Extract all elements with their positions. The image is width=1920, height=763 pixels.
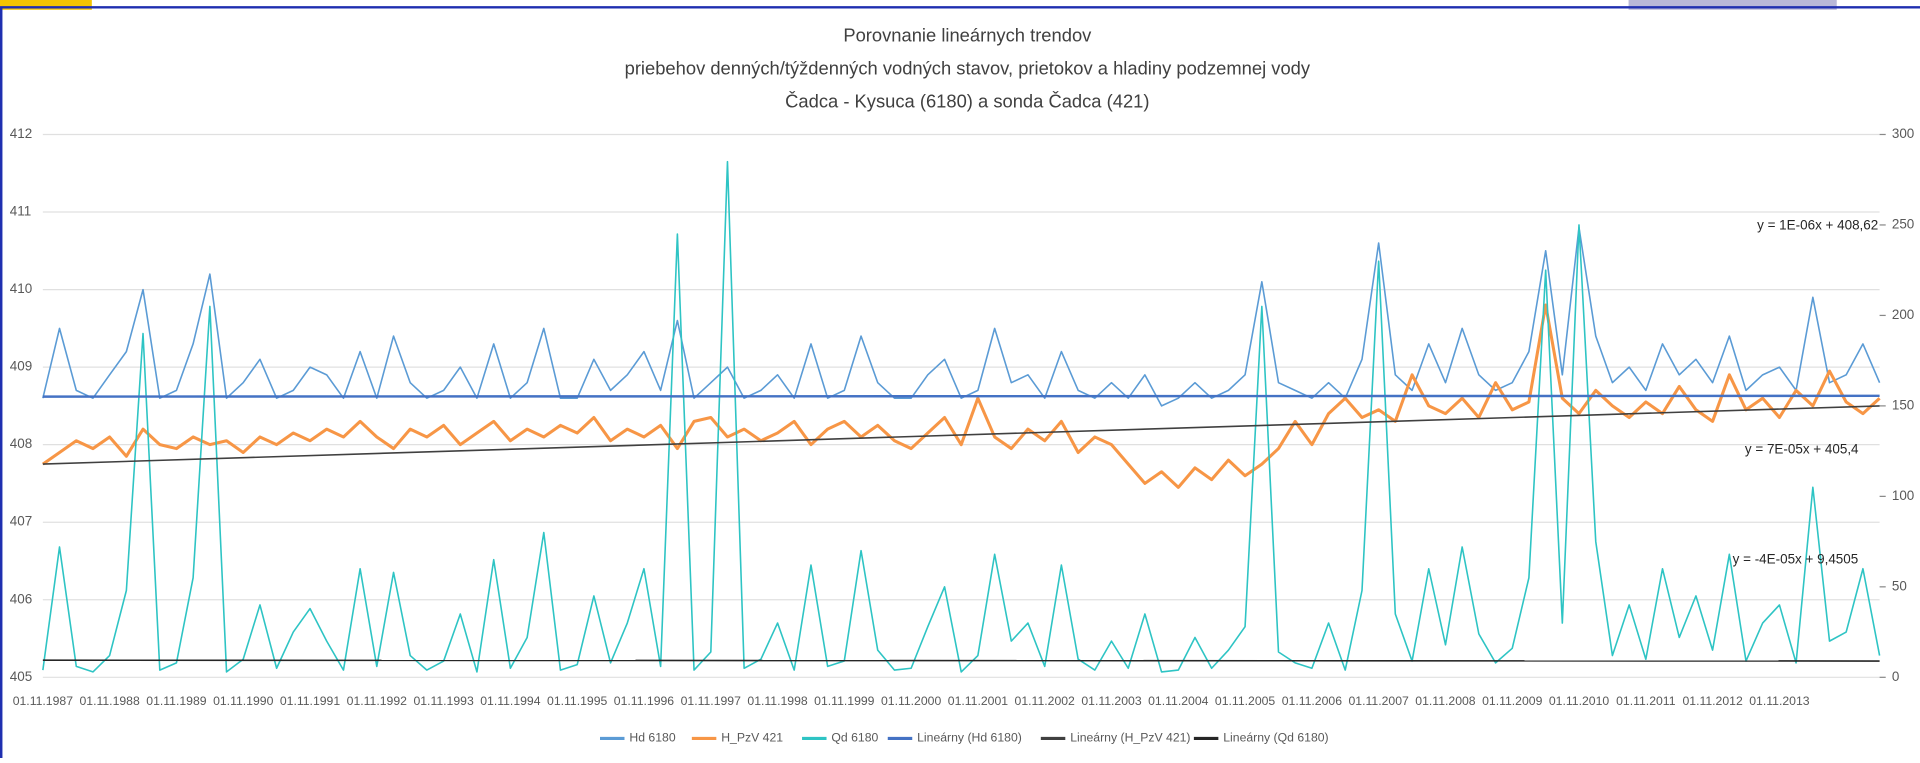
y-tick-label: 412: [10, 126, 32, 141]
y2-tick-label: 0: [1892, 669, 1899, 684]
x-tick-label: 01.11.2009: [1482, 694, 1542, 708]
x-tick-label: 01.11.2012: [1682, 694, 1742, 708]
x-tick-label: 01.11.1999: [814, 694, 874, 708]
x-tick-label: 01.11.1997: [681, 694, 741, 708]
legend-label: Hd 6180: [629, 731, 675, 745]
y-tick-label: 409: [10, 359, 32, 374]
chart-title: Porovnanie lineárnych trendov: [843, 25, 1092, 46]
y2-tick-label: 100: [1892, 488, 1914, 503]
series-line: [41, 303, 1881, 489]
x-tick-label: 01.11.1996: [614, 694, 674, 708]
x-tick-label: 01.11.2010: [1549, 694, 1609, 708]
legend-label: Lineárny (Qd 6180): [1223, 731, 1328, 745]
series-line: [42, 160, 1881, 673]
legend-label: H_PzV 421: [721, 731, 783, 745]
y-tick-label: 408: [10, 436, 32, 451]
x-tick-label: 01.11.1990: [213, 694, 273, 708]
trend-equation: y = 7E-05x + 405,4: [1745, 441, 1859, 456]
series-line: [42, 226, 1881, 407]
legend-label: Lineárny (Hd 6180): [917, 731, 1022, 745]
x-tick-label: 01.11.1989: [146, 694, 206, 708]
x-tick-label: 01.11.2004: [1148, 694, 1208, 708]
legend-label: Lineárny (H_PzV 421): [1070, 731, 1190, 745]
x-tick-label: 01.11.2007: [1349, 694, 1409, 708]
x-tick-label: 01.11.2006: [1282, 694, 1342, 708]
trend-equation: y = -4E-05x + 9,4505: [1733, 551, 1859, 566]
chart-subtitle: Čadca - Kysuca (6180) a sonda Čadca (421…: [785, 91, 1149, 112]
x-tick-label: 01.11.2001: [948, 694, 1008, 708]
y2-tick-label: 250: [1892, 217, 1914, 232]
x-tick-label: 01.11.1991: [280, 694, 340, 708]
y-tick-label: 410: [10, 281, 32, 296]
x-tick-label: 01.11.1994: [480, 694, 540, 708]
trend-equation: y = 1E-06x + 408,62: [1757, 218, 1878, 233]
x-tick-label: 01.11.2013: [1749, 694, 1809, 708]
legend-label: Qd 6180: [831, 731, 878, 745]
x-tick-label: 01.11.1998: [747, 694, 807, 708]
trend-line: [42, 394, 1880, 398]
x-tick-label: 01.11.1993: [413, 694, 473, 708]
trend-line: [42, 405, 1880, 465]
y2-tick-label: 50: [1892, 578, 1907, 593]
y2-tick-label: 300: [1892, 126, 1914, 141]
x-tick-label: 01.11.2005: [1215, 694, 1275, 708]
y-tick-label: 405: [10, 669, 32, 684]
x-tick-label: 01.11.2002: [1015, 694, 1075, 708]
trend-line: [42, 659, 1880, 662]
y-tick-label: 411: [10, 204, 31, 219]
y2-tick-label: 150: [1892, 397, 1914, 412]
y-tick-label: 406: [10, 591, 32, 606]
x-tick-label: 01.11.1992: [347, 694, 407, 708]
chart-subtitle: priebehov denných/týždenných vodných sta…: [625, 58, 1311, 79]
top-box: [1628, 0, 1837, 10]
x-tick-label: 01.11.2003: [1081, 694, 1141, 708]
x-tick-label: 01.11.1995: [547, 694, 607, 708]
x-tick-label: 01.11.1987: [13, 694, 73, 708]
x-tick-label: 01.11.2011: [1616, 694, 1676, 708]
x-tick-label: 01.11.2000: [881, 694, 941, 708]
x-tick-label: 01.11.2008: [1415, 694, 1475, 708]
x-tick-label: 01.11.1988: [79, 694, 139, 708]
y2-tick-label: 200: [1892, 307, 1914, 322]
top-accent: [0, 0, 92, 10]
y-tick-label: 407: [10, 514, 32, 529]
